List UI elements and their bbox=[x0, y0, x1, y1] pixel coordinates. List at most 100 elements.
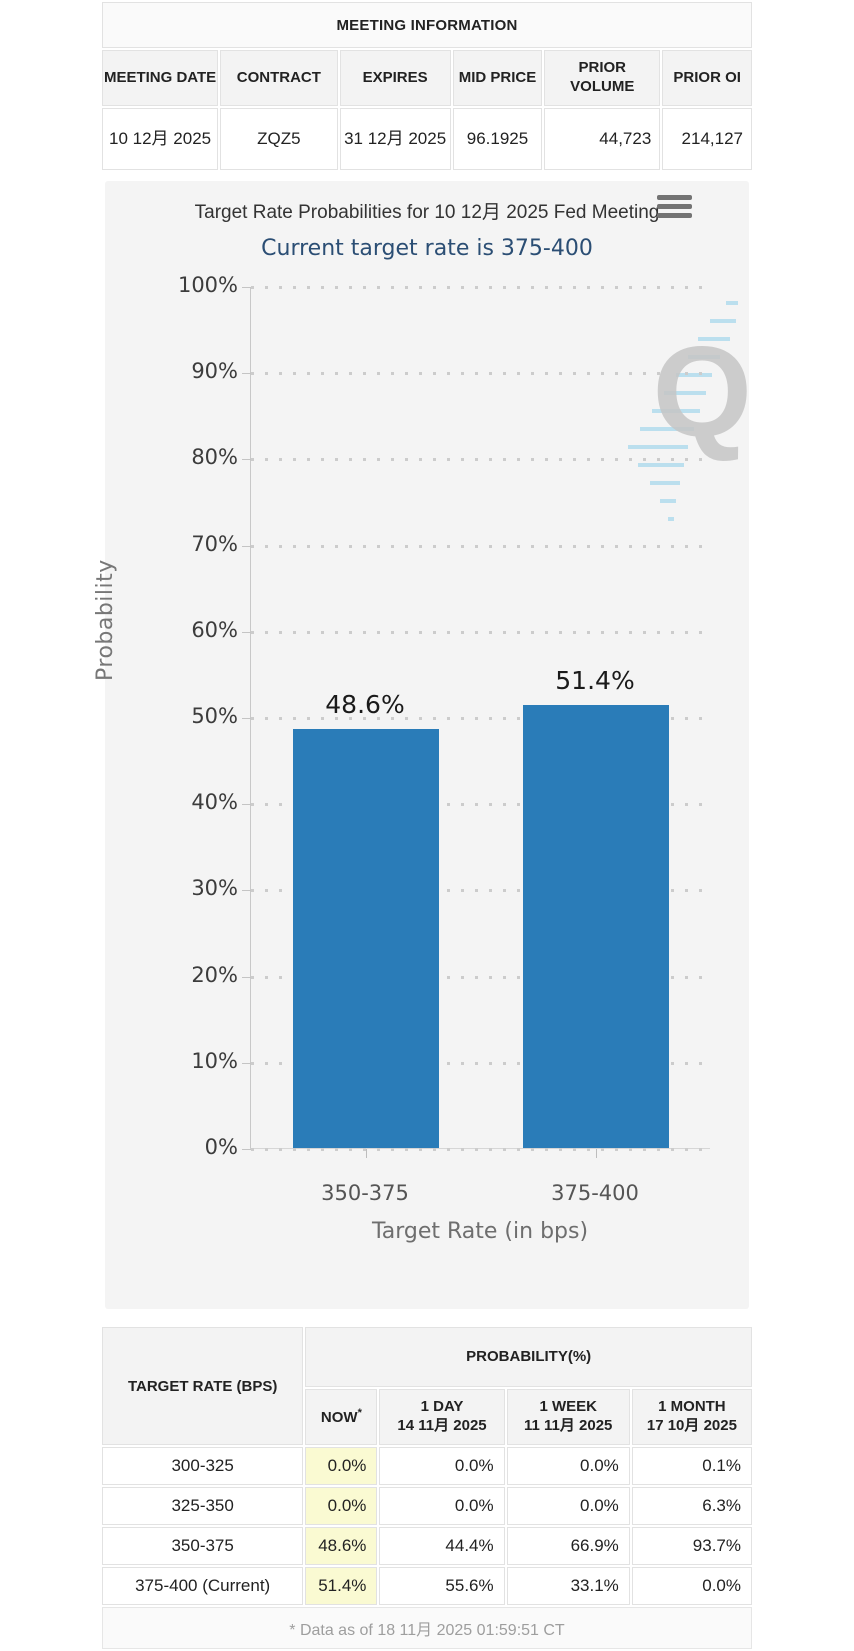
now-value: 48.6% bbox=[305, 1527, 378, 1565]
y-tick-mark bbox=[242, 459, 251, 461]
week-value: 0.0% bbox=[506, 1487, 630, 1525]
bar-350-375[interactable] bbox=[293, 729, 439, 1148]
mid-price-value: 96.1925 bbox=[452, 108, 543, 170]
probability-chart-panel: Target Rate Probabilities for 10 12月 202… bbox=[93, 181, 752, 1309]
gridline bbox=[251, 372, 710, 376]
bar-value-label: 48.6% bbox=[325, 690, 405, 720]
prob-row-375-400-current: 375-400 (Current) 51.4% 55.6% 33.1% 0.0% bbox=[102, 1567, 752, 1605]
target-rate-cell: 375-400 (Current) bbox=[102, 1567, 304, 1605]
meeting-info-table: MEETING INFORMATION MEETING DATE CONTRAC… bbox=[100, 0, 754, 172]
y-tick-label: 0% bbox=[204, 1135, 238, 1159]
col-mid-price: MID PRICE bbox=[452, 50, 543, 106]
bar-value-label: 51.4% bbox=[555, 665, 635, 695]
chart-menu-icon[interactable] bbox=[657, 195, 692, 222]
x-tick-label: 350-375 bbox=[321, 1181, 409, 1205]
y-tick-mark bbox=[242, 545, 251, 547]
prior-oi-value: 214,127 bbox=[662, 108, 752, 170]
y-axis-title: Probability bbox=[93, 559, 118, 681]
x-axis-title: Target Rate (in bps) bbox=[371, 1219, 589, 1244]
y-tick-mark bbox=[242, 976, 251, 978]
col-1-month: 1 MONTH 17 10月 2025 bbox=[631, 1389, 752, 1445]
hamburger-bar bbox=[657, 213, 692, 218]
y-tick-label: 100% bbox=[177, 273, 238, 297]
col-expires: EXPIRES bbox=[339, 50, 451, 106]
day-value: 0.0% bbox=[379, 1487, 505, 1525]
probability-group-header: PROBABILITY(%) bbox=[305, 1327, 752, 1387]
month-value: 6.3% bbox=[631, 1487, 752, 1525]
y-tick-label: 30% bbox=[191, 876, 238, 901]
col-now: NOW* bbox=[305, 1389, 378, 1445]
prior-volume-value: 44,723 bbox=[544, 108, 661, 170]
gridline bbox=[251, 286, 710, 289]
prob-subheader-row: NOW* 1 DAY 14 11月 2025 1 WEEK 11 11月 202… bbox=[102, 1389, 752, 1445]
meeting-info-header-row: MEETING DATE CONTRACT EXPIRES MID PRICE … bbox=[102, 50, 752, 106]
day-value: 55.6% bbox=[379, 1567, 505, 1605]
gridline bbox=[251, 717, 710, 720]
y-tick-label: 40% bbox=[191, 790, 238, 815]
y-tick-mark bbox=[242, 718, 251, 719]
page-content: MEETING INFORMATION MEETING DATE CONTRAC… bbox=[93, 0, 754, 1651]
contract-value: ZQZ5 bbox=[220, 108, 338, 170]
col-prior-volume: PRIOR VOLUME bbox=[544, 50, 661, 106]
gridline bbox=[251, 803, 710, 807]
week-value: 33.1% bbox=[506, 1567, 630, 1605]
target-rate-cell: 325-350 bbox=[102, 1487, 304, 1525]
day-value: 44.4% bbox=[379, 1527, 505, 1565]
month-value: 0.1% bbox=[631, 1447, 752, 1485]
plot-area bbox=[242, 286, 710, 1158]
y-tick-mark bbox=[242, 1062, 251, 1064]
gridline bbox=[251, 630, 710, 634]
week-value: 0.0% bbox=[506, 1447, 630, 1485]
y-tick-mark bbox=[242, 890, 251, 892]
probability-table: TARGET RATE (BPS) PROBABILITY(%) NOW* 1 … bbox=[100, 1325, 754, 1651]
target-rate-cell: 300-325 bbox=[102, 1447, 304, 1485]
chart-title: Target Rate Probabilities for 10 12月 202… bbox=[194, 202, 660, 223]
day-value: 0.0% bbox=[379, 1447, 505, 1485]
gridline bbox=[251, 975, 710, 979]
meeting-info-title: MEETING INFORMATION bbox=[102, 2, 752, 48]
y-tick-label: 70% bbox=[191, 531, 238, 556]
y-tick-label: 80% bbox=[191, 445, 238, 470]
month-value: 0.0% bbox=[631, 1567, 752, 1605]
y-tick-label: 60% bbox=[191, 617, 238, 642]
now-value: 0.0% bbox=[305, 1487, 378, 1525]
month-value: 93.7% bbox=[631, 1527, 752, 1565]
col-1-day: 1 DAY 14 11月 2025 bbox=[379, 1389, 505, 1445]
y-tick-mark bbox=[242, 287, 251, 288]
bar-375-400[interactable] bbox=[523, 704, 669, 1148]
y-tick-mark bbox=[242, 631, 251, 633]
col-contract: CONTRACT bbox=[220, 50, 338, 106]
y-tick-label: 20% bbox=[191, 962, 238, 987]
now-asterisk: * bbox=[357, 1406, 362, 1419]
x-tick-mark bbox=[366, 1149, 367, 1158]
y-tick-mark bbox=[242, 373, 251, 375]
data-as-of-footnote: * Data as of 18 11月 2025 01:59:51 CT bbox=[102, 1607, 752, 1649]
col-meeting-date: MEETING DATE bbox=[102, 50, 219, 106]
now-value: 51.4% bbox=[305, 1567, 378, 1605]
col-1-week: 1 WEEK 11 11月 2025 bbox=[506, 1389, 630, 1445]
y-tick-mark bbox=[242, 1149, 251, 1150]
meeting-date-value: 10 12月 2025 bbox=[102, 108, 219, 170]
x-tick-label: 375-400 bbox=[551, 1181, 639, 1205]
y-tick-mark bbox=[242, 804, 251, 806]
prob-row-350-375: 350-375 48.6% 44.4% 66.9% 93.7% bbox=[102, 1527, 752, 1565]
expires-value: 31 12月 2025 bbox=[339, 108, 451, 170]
gridline bbox=[251, 1148, 710, 1151]
week-value: 66.9% bbox=[506, 1527, 630, 1565]
chart-subtitle: Current target rate is 375-400 bbox=[261, 236, 593, 261]
x-tick-mark bbox=[596, 1149, 597, 1158]
col-prior-oi: PRIOR OI bbox=[662, 50, 752, 106]
now-value: 0.0% bbox=[305, 1447, 378, 1485]
gridline bbox=[251, 458, 710, 462]
gridline bbox=[251, 1061, 710, 1065]
target-rate-header: TARGET RATE (BPS) bbox=[102, 1327, 304, 1445]
y-tick-label: 90% bbox=[191, 359, 238, 384]
prob-row-300-325: 300-325 0.0% 0.0% 0.0% 0.1% bbox=[102, 1447, 752, 1485]
target-rate-cell: 350-375 bbox=[102, 1527, 304, 1565]
prob-row-325-350: 325-350 0.0% 0.0% 0.0% 6.3% bbox=[102, 1487, 752, 1525]
hamburger-bar bbox=[657, 204, 692, 209]
meeting-info-data-row: 10 12月 2025 ZQZ5 31 12月 2025 96.1925 44,… bbox=[102, 108, 752, 170]
hamburger-bar bbox=[657, 195, 692, 200]
y-tick-label: 10% bbox=[191, 1048, 238, 1073]
gridline bbox=[251, 889, 710, 893]
